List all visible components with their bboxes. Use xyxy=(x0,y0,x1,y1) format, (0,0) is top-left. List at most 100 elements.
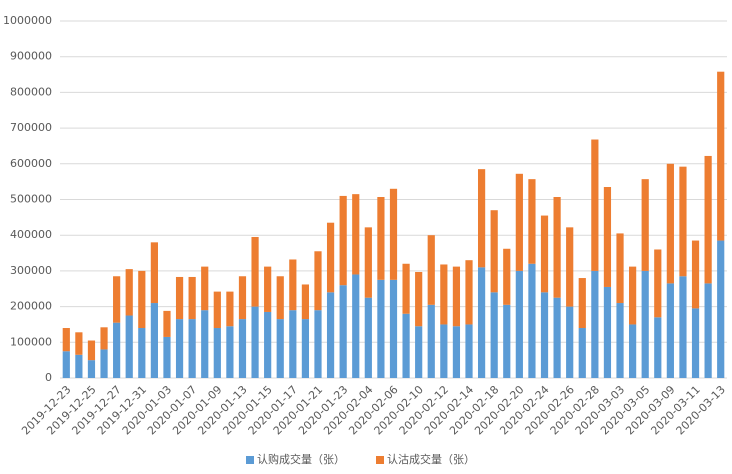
bar-segment xyxy=(415,271,423,327)
bar-segment xyxy=(289,310,297,378)
bar-segment xyxy=(465,324,473,378)
bar-segment xyxy=(540,292,549,378)
bar-segment xyxy=(138,270,146,329)
bar-segment xyxy=(264,266,272,312)
bar-segment xyxy=(150,303,158,378)
bar-segment xyxy=(326,222,335,293)
bar-segment xyxy=(515,270,523,378)
bar-segment xyxy=(377,197,385,280)
bar-segment xyxy=(704,283,712,378)
bar-segment xyxy=(125,315,133,378)
y-tick-label: 200000 xyxy=(10,300,52,313)
bar-segment xyxy=(616,303,624,378)
legend-swatch xyxy=(246,456,254,464)
y-tick-label: 0 xyxy=(45,371,52,384)
bar-segment xyxy=(641,179,649,271)
bar-segment xyxy=(654,317,662,378)
bar-segment xyxy=(402,263,410,314)
bar-segment xyxy=(238,319,247,378)
bar-segment xyxy=(113,276,121,323)
bar-segment xyxy=(213,291,221,329)
bar-segment xyxy=(427,304,435,378)
bar-segment xyxy=(276,276,284,320)
bar-segment xyxy=(314,310,322,378)
bar-segment xyxy=(427,235,435,305)
y-tick-label: 900000 xyxy=(10,50,52,63)
bar-segment xyxy=(87,360,96,378)
bar-segment xyxy=(276,319,284,378)
bar-segment xyxy=(528,263,536,378)
bar-segment xyxy=(717,240,725,378)
bar-segment xyxy=(188,276,196,320)
bar-segment xyxy=(87,340,96,361)
bar-segment xyxy=(100,349,108,378)
bar-segment xyxy=(163,336,171,378)
bar-segment xyxy=(163,310,171,337)
bar-segment xyxy=(591,270,599,378)
bar-segment xyxy=(477,169,486,268)
bar-segment xyxy=(289,259,297,311)
bar-segment xyxy=(389,188,398,280)
bar-segment xyxy=(452,326,461,378)
bar-segment xyxy=(251,236,259,307)
bar-segment xyxy=(352,274,360,378)
bar-segment xyxy=(490,292,498,378)
bar-segment xyxy=(717,71,725,241)
bar-segment xyxy=(301,319,310,378)
legend-swatch xyxy=(376,456,384,464)
bar-segment xyxy=(666,283,674,378)
bar-segment xyxy=(477,267,486,378)
bar-segment xyxy=(503,304,511,378)
bar-segment xyxy=(465,260,473,325)
bar-segment xyxy=(75,332,83,355)
bar-segment xyxy=(352,194,360,275)
bar-segment xyxy=(440,324,448,378)
bar-segment xyxy=(553,297,561,378)
bar-segment xyxy=(201,266,209,311)
bar-segment xyxy=(515,173,523,271)
bar-segment xyxy=(175,276,184,320)
bar-segment xyxy=(188,319,196,378)
bar-segment xyxy=(402,313,410,378)
bar-segment xyxy=(679,166,687,277)
bar-segment xyxy=(326,292,335,378)
bar-segment xyxy=(264,311,272,378)
legend-label: 认沽成交量（张） xyxy=(387,452,475,466)
bar-segment xyxy=(301,284,310,320)
bar-segment xyxy=(75,354,83,378)
legend-label: 认购成交量（张） xyxy=(257,452,345,466)
bar-segment xyxy=(566,306,574,378)
bar-segment xyxy=(490,210,498,293)
bar-segment xyxy=(616,233,624,304)
y-tick-label: 600000 xyxy=(10,157,52,170)
bar-segment xyxy=(150,242,158,304)
bar-segment xyxy=(213,328,221,378)
bar-segment xyxy=(113,322,121,378)
bar-segment xyxy=(364,297,372,378)
bar-segment xyxy=(251,306,259,378)
bar-segment xyxy=(666,163,674,284)
bar-segment xyxy=(578,278,586,329)
bar-segment xyxy=(503,248,511,305)
bar-segment xyxy=(629,324,637,378)
bar-segment xyxy=(691,240,700,309)
bar-segment xyxy=(100,327,108,350)
bar-segment xyxy=(138,328,146,378)
bar-segment xyxy=(578,328,586,378)
bar-segment xyxy=(314,251,322,311)
bar-segment xyxy=(226,326,234,378)
bar-segment xyxy=(415,326,423,378)
bar-segment xyxy=(226,291,234,327)
bar-segment xyxy=(603,286,612,378)
bar-segment xyxy=(339,195,347,286)
y-tick-label: 700000 xyxy=(10,121,52,134)
bar-segment xyxy=(679,276,687,378)
y-tick-label: 500000 xyxy=(10,193,52,206)
bar-segment xyxy=(603,187,612,287)
bar-segment xyxy=(629,266,637,325)
bar-segment xyxy=(528,179,536,264)
bar-segment xyxy=(339,285,347,378)
bar-segment xyxy=(654,249,662,318)
bar-segment xyxy=(62,328,70,352)
